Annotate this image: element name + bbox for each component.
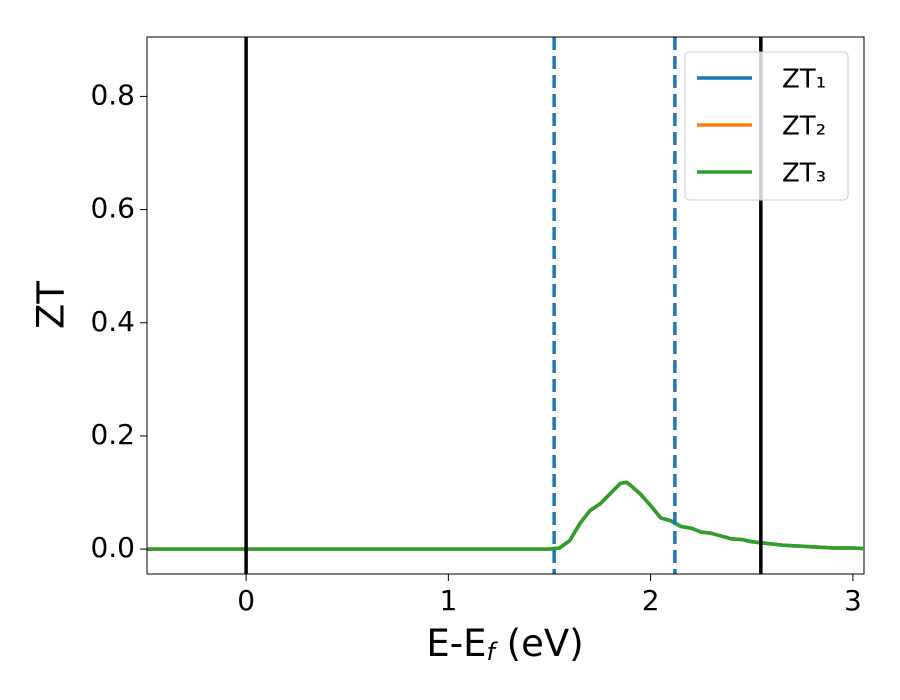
x-tick-label: 1 [439, 584, 457, 617]
x-label-part: E-E [426, 622, 486, 665]
plot-frame [146, 36, 865, 575]
y-tick-label: 0.8 [90, 78, 135, 111]
legend-label: ZT₁ [782, 65, 826, 95]
x-label-part: (eV) [495, 622, 584, 665]
legend: ZT₁ ZT₂ ZT₃ [684, 51, 849, 201]
series-line [147, 480, 864, 551]
y-tick-label: 0.2 [90, 418, 135, 451]
series-line [147, 480, 864, 551]
legend-label: ZT₃ [782, 159, 826, 189]
x-tick-label: 3 [844, 584, 862, 617]
x-axis-label: E-Ef (eV) [426, 622, 583, 667]
legend-box [684, 51, 849, 201]
y-tick-label: 0.4 [90, 305, 135, 338]
y-axis-label: ZT [30, 281, 73, 329]
y-tick-label: 0.0 [90, 531, 135, 564]
legend-label: ZT₂ [782, 112, 826, 142]
series-line [147, 480, 864, 551]
x-tick-label: 0 [237, 584, 255, 617]
x-tick-label: 2 [642, 584, 660, 617]
y-tick-label: 0.6 [90, 192, 135, 225]
